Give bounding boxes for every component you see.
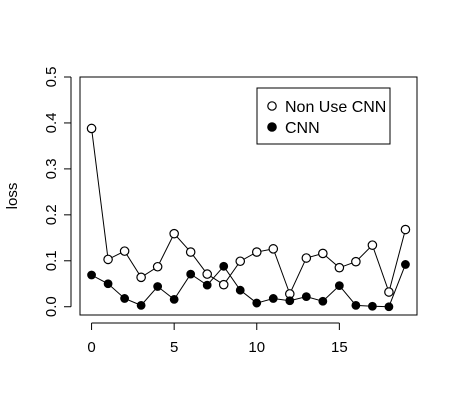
data-point-cnn-5	[169, 294, 179, 304]
data-point-cnn-11	[268, 294, 278, 303]
data-point-non-use-cnn-8	[218, 279, 229, 290]
y-tick-label: 0.1	[43, 250, 60, 271]
x-tick-label: 5	[170, 339, 178, 356]
data-point-non-use-cnn-13	[301, 253, 312, 263]
series-line-non-use-cnn	[91, 128, 406, 296]
data-point-cnn-19	[401, 260, 410, 269]
data-point-cnn-4	[153, 282, 163, 291]
y-tick-label: 0.4	[43, 113, 60, 134]
data-point-cnn-13	[301, 292, 311, 302]
series-cnn	[87, 260, 410, 312]
x-axis: 0 5 10 15	[87, 322, 348, 356]
y-tick-label: 0.5	[43, 67, 60, 88]
data-point-non-use-cnn-1	[103, 254, 113, 265]
data-point-cnn-14	[318, 296, 328, 306]
data-point-non-use-cnn-0	[86, 123, 97, 134]
data-point-non-use-cnn-15	[334, 262, 345, 273]
data-point-non-use-cnn-17	[367, 240, 378, 250]
data-point-non-use-cnn-14	[318, 248, 328, 259]
data-point-cnn-0	[87, 270, 96, 280]
data-point-cnn-9	[235, 285, 245, 295]
data-point-cnn-3	[136, 300, 146, 310]
legend-label-cnn: CNN	[285, 120, 320, 137]
series-non-use-cnn	[86, 123, 411, 299]
y-tick-label: 0.3	[43, 158, 60, 179]
data-point-cnn-1	[103, 279, 113, 289]
data-point-cnn-18	[384, 302, 394, 312]
legend-open-circle-icon	[267, 101, 277, 111]
data-point-non-use-cnn-2	[119, 246, 130, 256]
data-point-cnn-12	[285, 296, 295, 306]
data-point-cnn-6	[186, 269, 196, 279]
data-point-cnn-7	[202, 280, 212, 290]
data-point-non-use-cnn-7	[202, 269, 213, 279]
data-point-cnn-17	[367, 301, 377, 311]
y-axis: 0.0 0.1 0.2 0.3 0.4 0.5	[43, 67, 72, 317]
data-point-non-use-cnn-10	[251, 247, 262, 257]
legend: Non Use CNN CNN	[256, 87, 391, 145]
legend-box	[256, 87, 391, 145]
series-line-cnn	[91, 264, 406, 308]
legend-filled-circle-icon	[267, 122, 277, 132]
y-axis-title: loss	[4, 183, 21, 210]
data-point-cnn-15	[334, 281, 344, 290]
plot-frame	[79, 76, 418, 316]
data-point-cnn-16	[351, 300, 361, 310]
data-point-non-use-cnn-5	[169, 228, 179, 239]
x-tick-label: 15	[331, 339, 348, 356]
data-point-non-use-cnn-3	[136, 272, 146, 283]
data-point-non-use-cnn-9	[235, 256, 246, 267]
series-layer	[86, 123, 411, 312]
y-tick-label: 0.0	[43, 296, 60, 317]
data-point-non-use-cnn-11	[268, 244, 279, 254]
data-point-cnn-10	[252, 298, 262, 308]
data-point-non-use-cnn-19	[400, 224, 411, 235]
y-tick-label: 0.2	[43, 204, 60, 225]
data-point-non-use-cnn-6	[185, 247, 196, 257]
data-point-non-use-cnn-4	[152, 261, 163, 272]
data-point-non-use-cnn-16	[351, 256, 361, 267]
x-tick-label: 10	[248, 339, 265, 356]
data-point-cnn-2	[120, 294, 130, 303]
legend-label-non-use-cnn: Non Use CNN	[285, 99, 386, 116]
data-point-cnn-8	[219, 261, 229, 271]
data-point-non-use-cnn-18	[384, 287, 394, 297]
x-tick-label: 0	[87, 339, 95, 356]
